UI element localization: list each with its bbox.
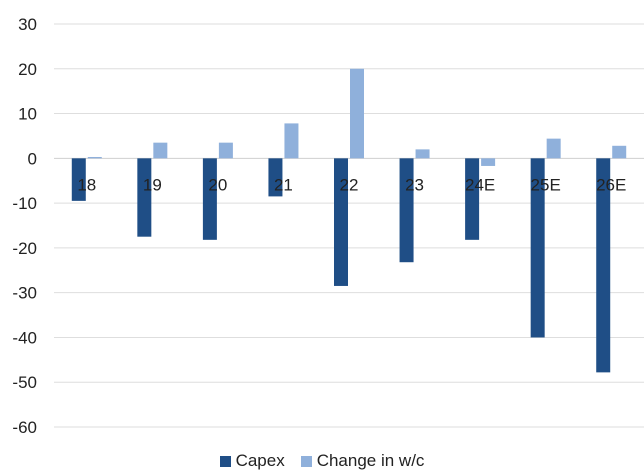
legend-item-capex: Capex	[219, 451, 285, 471]
x-tick-label: 24E	[465, 175, 495, 194]
x-tick-label: 20	[208, 175, 227, 194]
x-tick-label: 18	[77, 175, 96, 194]
y-tick-label: 20	[18, 60, 37, 79]
legend: Capex Change in w/c	[0, 450, 644, 472]
bar-capex-18	[71, 158, 86, 201]
bar-capex-19	[137, 158, 152, 237]
x-tick-label: 19	[143, 175, 162, 194]
y-tick-label: 0	[28, 149, 37, 168]
bar-change-in-wc-23	[415, 149, 430, 159]
legend-label-capex: Capex	[235, 451, 285, 470]
bar-capex-24E	[465, 158, 480, 240]
x-tick-label: 26E	[596, 175, 626, 194]
y-tick-label: -10	[12, 194, 37, 213]
y-tick-label: -30	[12, 284, 37, 303]
bars	[71, 68, 627, 373]
y-tick-label: 30	[18, 15, 37, 34]
bar-change-in-wc-18	[87, 156, 102, 159]
bar-change-in-wc-25E	[546, 138, 561, 159]
bar-change-in-wc-26E	[612, 145, 627, 159]
bar-change-in-wc-20	[218, 142, 233, 159]
bar-capex-23	[399, 158, 414, 263]
bar-change-in-wc-24E	[481, 158, 496, 166]
x-tick-label: 23	[405, 175, 424, 194]
x-tick-label: 25E	[531, 175, 561, 194]
bar-capex-22	[334, 158, 348, 286]
y-tick-label: -20	[12, 239, 37, 258]
bar-change-in-wc-19	[153, 142, 168, 159]
bar-capex-26E	[596, 158, 611, 373]
legend-label-change-in-wc: Change in w/c	[316, 451, 425, 470]
y-tick-label: -50	[12, 373, 37, 392]
legend-item-change-in-wc: Change in w/c	[300, 451, 425, 471]
x-axis: 18 19 20 21 22 23 24E 25E 26E	[77, 175, 626, 194]
gridlines	[54, 23, 644, 428]
chart-plot: 30 20 10 0 -10 -20 -30 -40 -50 -60 18 19 20 21 22 23 24…	[12, 15, 644, 437]
legend-swatch-change-in-wc	[300, 455, 312, 467]
y-tick-label: -60	[12, 418, 37, 437]
y-tick-label: 10	[18, 105, 37, 124]
y-axis: 30 20 10 0 -10 -20 -30 -40 -50 -60	[12, 15, 37, 437]
bar-capex-21	[268, 158, 283, 197]
x-tick-label: 22	[340, 175, 359, 194]
bar-capex-25E	[530, 158, 545, 338]
y-tick-label: -40	[12, 328, 37, 347]
bar-change-in-wc-22	[350, 68, 364, 159]
bar-capex-20	[202, 158, 217, 240]
x-tick-label: 21	[274, 175, 293, 194]
bar-change-in-wc-21	[284, 123, 299, 159]
legend-swatch-capex	[219, 455, 231, 467]
